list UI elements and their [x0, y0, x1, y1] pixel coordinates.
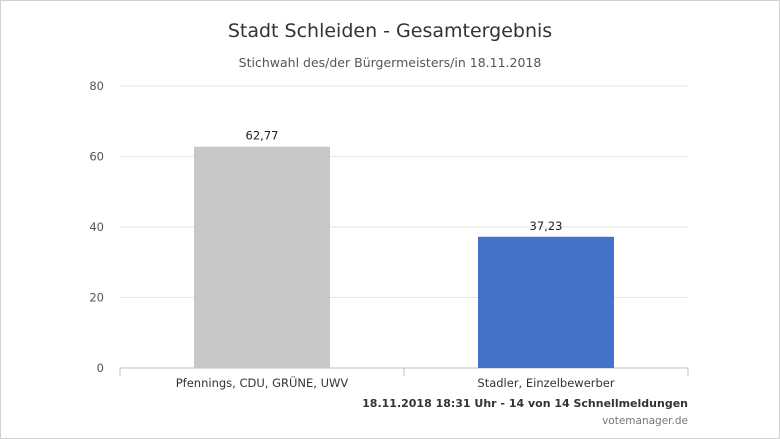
y-tick-label: 60 [89, 150, 104, 164]
data-label-1: 62,77 [246, 129, 279, 143]
y-tick-label: 0 [97, 361, 104, 375]
source-credit: votemanager.de [602, 415, 688, 427]
status-footer: 18.11.2018 18:31 Uhr - 14 von 14 Schnell… [362, 397, 688, 410]
y-tick-label: 20 [89, 291, 104, 305]
bar-2 [478, 236, 614, 368]
chart-subtitle: Stichwahl des/der Bürgermeisters/in 18.1… [238, 55, 542, 70]
bar-1 [194, 146, 330, 368]
chart-title: Stadt Schleiden - Gesamtergebnis [227, 20, 553, 42]
x-category-label-2: Stadler, Einzelbewerber [477, 376, 614, 390]
y-tick-label: 80 [89, 79, 104, 93]
y-tick-label: 40 [89, 220, 104, 234]
x-category-label-1: Pfennings, CDU, GRÜNE, UWV [176, 374, 349, 390]
data-label-2: 37,23 [530, 219, 563, 233]
